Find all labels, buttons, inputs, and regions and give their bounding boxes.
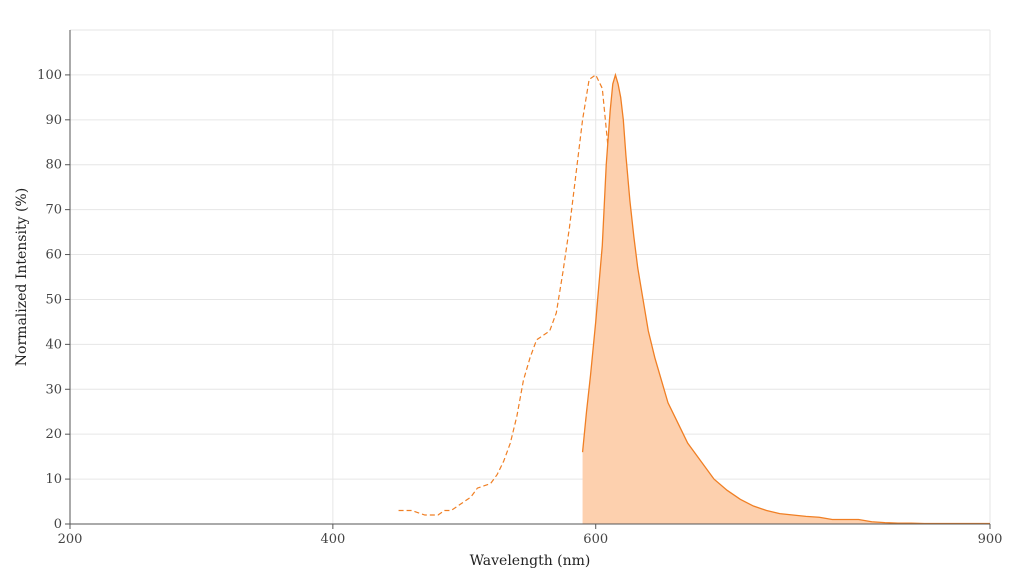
axes [65, 30, 991, 529]
x-tick-label: 400 [320, 532, 345, 547]
x-tick-label: 600 [583, 532, 608, 547]
y-tick-label: 10 [45, 472, 62, 487]
y-tick-label: 80 [45, 158, 62, 173]
y-tick-label: 100 [37, 68, 62, 83]
y-tick-label: 50 [45, 292, 62, 307]
x-tick-label: 900 [978, 532, 1003, 547]
series-layer [398, 72, 990, 525]
x-axis-title: Wavelength (nm) [470, 553, 591, 569]
grid [70, 29, 991, 524]
y-tick-label: 60 [45, 248, 62, 263]
emission-line [581, 72, 990, 525]
x-tick-label: 200 [58, 532, 83, 547]
tick-labels: 0 10 20 30 40 50 60 70 80 90 100 200 400 600 900 [37, 68, 1002, 547]
emission-area [582, 74, 990, 524]
y-tick-label: 40 [45, 337, 62, 352]
y-axis-title: Normalized Intensity (%) [14, 188, 30, 366]
y-tick-label: 0 [54, 517, 62, 532]
y-tick-label: 20 [45, 427, 62, 442]
y-tick-label: 30 [45, 382, 62, 397]
y-tick-label: 70 [45, 203, 62, 218]
y-tick-label: 90 [45, 113, 62, 128]
